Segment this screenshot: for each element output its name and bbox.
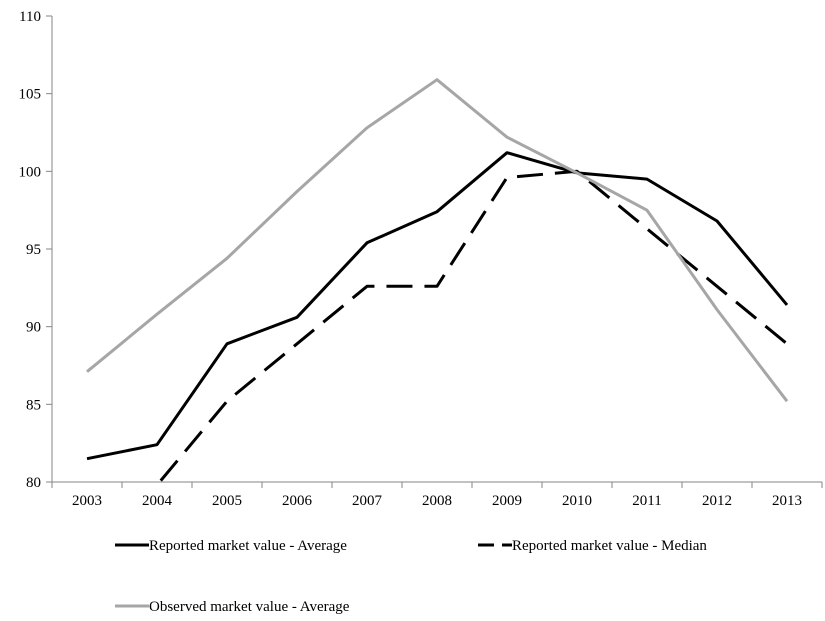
y-tick-label: 80 [26, 475, 41, 491]
x-tick-label: 2006 [282, 493, 313, 509]
x-tick-label: 2008 [422, 493, 452, 509]
legend-item: Reported market value - Median [478, 538, 707, 554]
x-tick-label: 2004 [142, 493, 173, 509]
legend-item: Reported market value - Average [115, 538, 347, 554]
legend: Reported market value - Average Reported … [115, 538, 707, 615]
x-tick-label: 2009 [492, 493, 522, 509]
y-tick-label: 110 [19, 9, 41, 25]
x-tick-label: 2007 [352, 493, 383, 509]
legend-label: Observed market value - Average [149, 599, 350, 615]
legend-label: Reported market value - Median [512, 538, 707, 554]
series-layer [86, 78, 789, 482]
legend-label: Reported market value - Average [149, 538, 347, 554]
series-line-2 [157, 169, 788, 482]
x-axis: 2003 2004 2005 2006 2007 2008 2009 2010 2011 2012… [51, 481, 823, 509]
x-tick-label: 2010 [562, 493, 592, 509]
y-tick-label: 85 [26, 397, 41, 413]
x-tick-label: 2013 [772, 493, 802, 509]
y-tick-label: 105 [19, 87, 42, 103]
y-tick-label: 95 [26, 242, 41, 258]
x-tick-label: 2012 [702, 493, 732, 509]
y-tick-label: 90 [26, 320, 41, 336]
series-line-3 [86, 78, 789, 403]
x-tick-label: 2011 [632, 493, 661, 509]
legend-item: Observed market value - Average [115, 599, 350, 615]
y-axis: 80 85 90 95 100 105 110 [19, 9, 53, 491]
x-tick-label: 2003 [72, 493, 102, 509]
y-tick-label: 100 [19, 164, 42, 180]
x-tick-label: 2005 [212, 493, 242, 509]
series-line-1 [86, 151, 789, 461]
